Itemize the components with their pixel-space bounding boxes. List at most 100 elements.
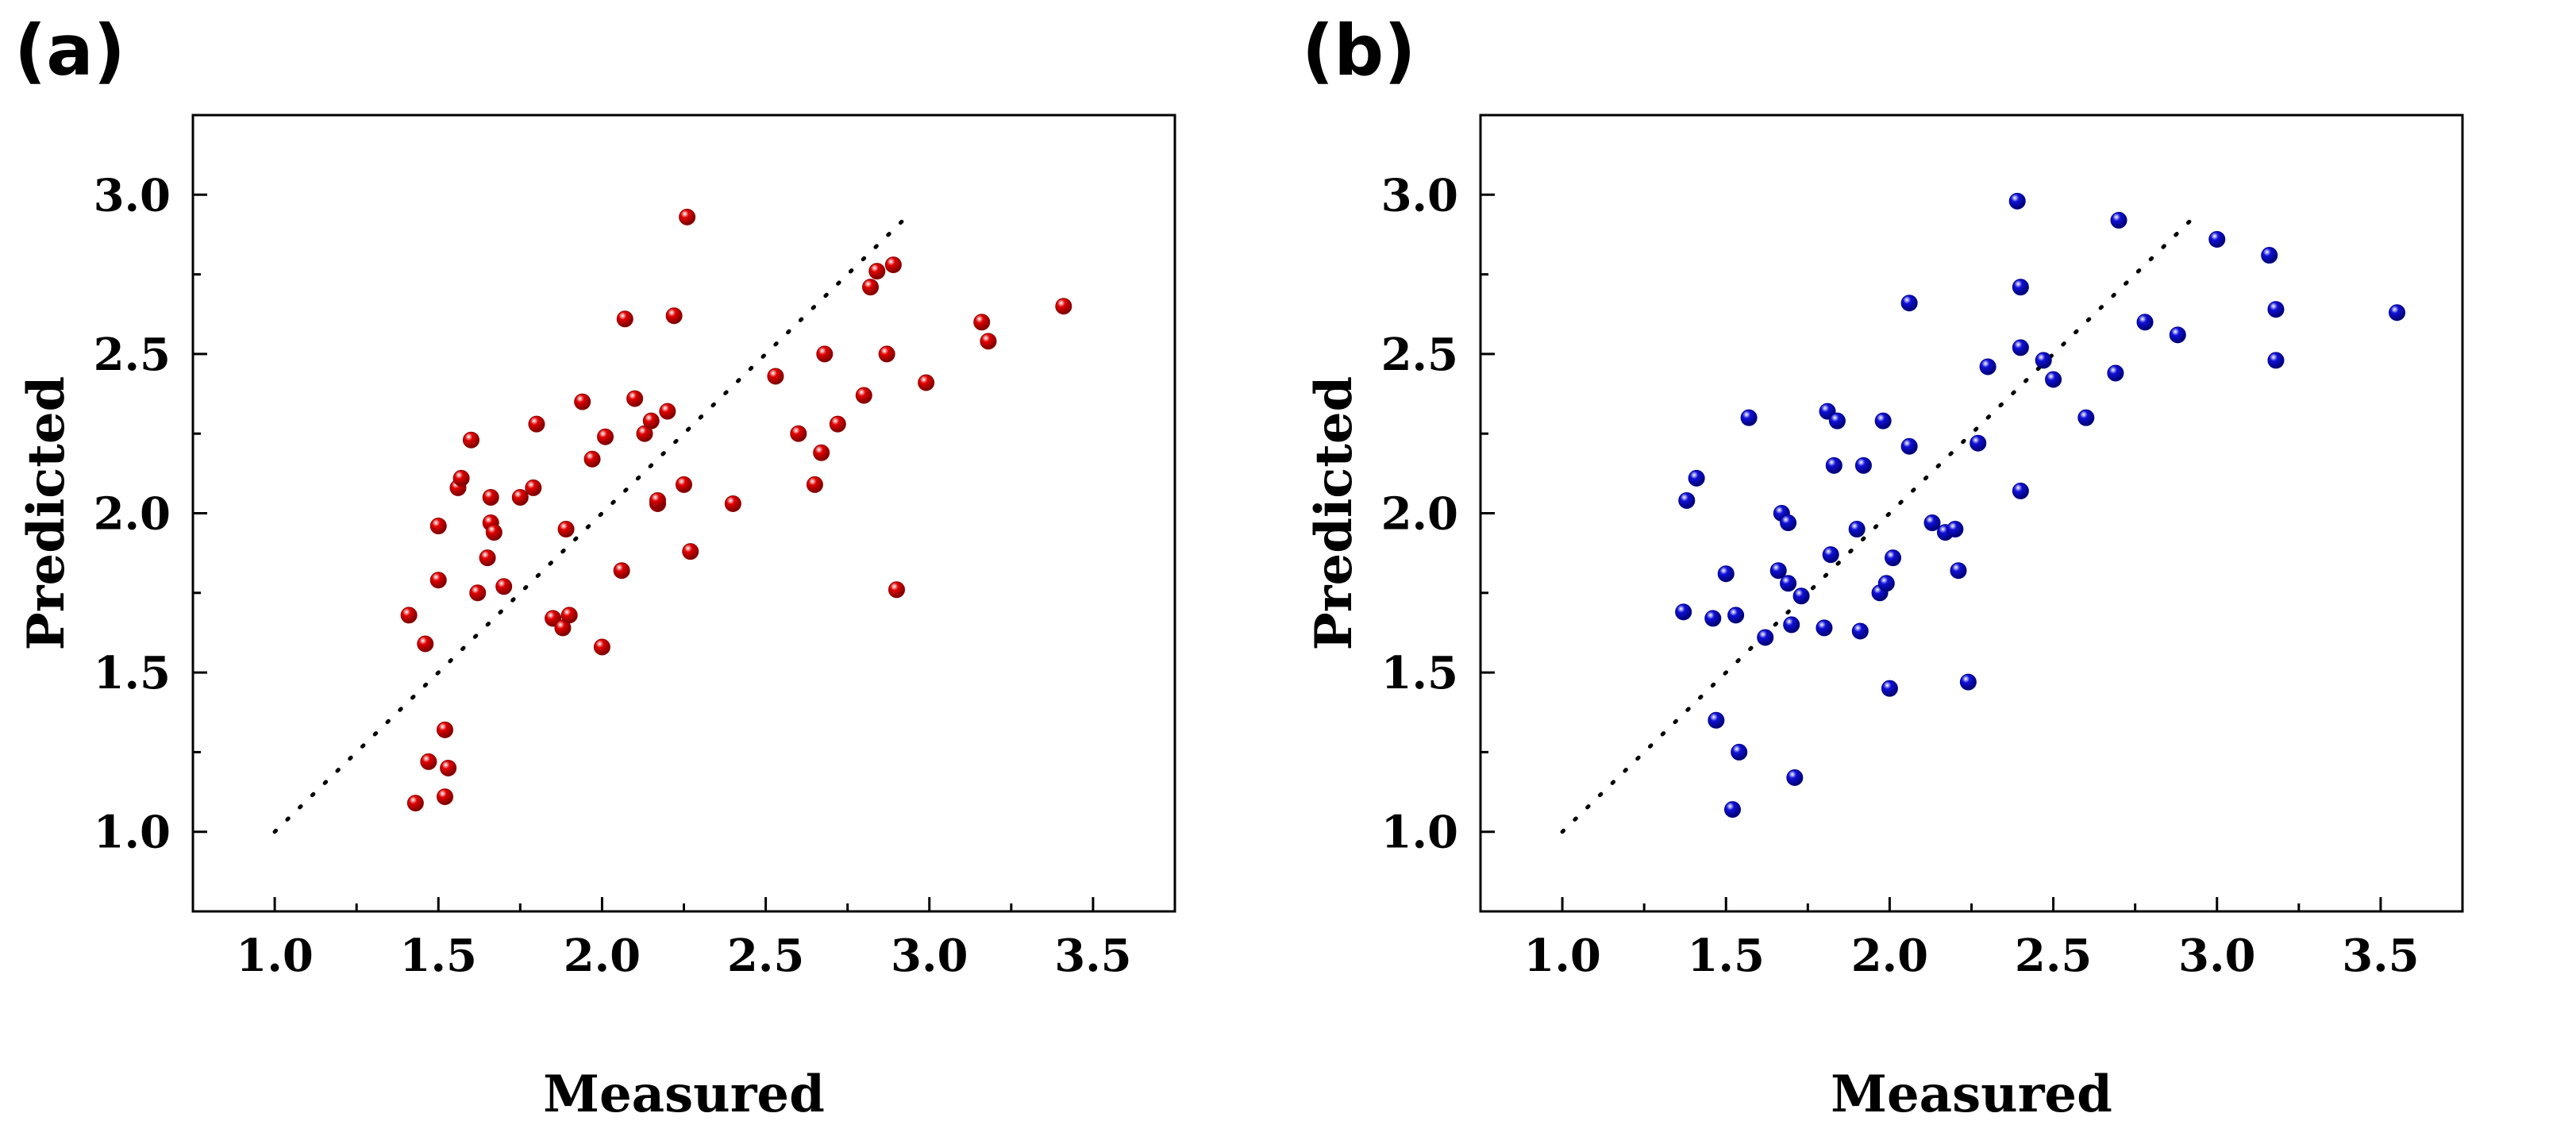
chart-a-data-point (597, 428, 614, 445)
chart-a-y-tick-label: 1.0 (94, 807, 171, 859)
chart-b-data-point (1848, 521, 1866, 538)
chart-a-data-point (452, 469, 470, 487)
chart-a-data-point (679, 208, 696, 225)
chart-a-x-tick-label: 2.5 (727, 930, 804, 982)
chart-a-data-point (429, 572, 447, 589)
panel-label-a: (a) (14, 10, 125, 91)
chart-a-data-point (868, 263, 886, 280)
chart-b-data-point (1727, 607, 1745, 624)
chart-a-data-point (406, 795, 424, 812)
chart-a-data-point (482, 488, 499, 506)
chart-a-data-point (813, 444, 830, 461)
chart-b-data-point (1740, 409, 1758, 426)
chart-a-data-point (665, 307, 683, 325)
chart-b-y-tick-label: 1.0 (1381, 807, 1458, 859)
chart-b-data-point (2008, 192, 2026, 210)
chart-a-data-point (829, 415, 846, 433)
chart-a-data-point (878, 345, 895, 363)
chart-a-data-point (479, 549, 496, 567)
chart-a-data-point (855, 387, 872, 404)
chart-a-plot-frame (191, 114, 1176, 913)
chart-a-data-point (682, 543, 699, 560)
chart-b-data-point (1854, 456, 1872, 474)
chart-a-data-point (616, 310, 633, 328)
chart-a-data-point (918, 374, 935, 391)
chart-b-data-point (1825, 456, 1842, 474)
chart-a-data-point (417, 635, 434, 653)
chart-a-data-point (888, 581, 906, 599)
chart-a-x-tick-label: 2.0 (564, 930, 641, 982)
chart-b-data-point (1816, 619, 1833, 637)
chart-b-x-tick-label: 2.0 (1851, 930, 1928, 982)
chart-b-data-point (2267, 301, 2285, 318)
chart-a-data-point (790, 425, 807, 442)
chart-b-reference-line (1560, 208, 2203, 834)
chart-b-data-point (1704, 610, 1722, 627)
chart-a-data-point (676, 476, 692, 493)
chart-a-data-point (560, 607, 578, 624)
chart-b-x-tick-label: 1.5 (1688, 930, 1765, 982)
scatter-plot-a: 1.0 1.5 2.0 2.5 3.0 3.5 1.0 1.5 2.0 2.5 3.0 Measure… (17, 114, 1176, 1124)
chart-a-data-point (806, 476, 823, 493)
chart-a-data-point (440, 759, 457, 776)
chart-b-data-point (2035, 352, 2052, 369)
chart-a-data-point (724, 495, 741, 512)
chart-a-reference-line (272, 208, 915, 834)
chart-a-y-tick-label: 2.0 (94, 488, 171, 541)
chart-b-data-point (1900, 437, 1918, 455)
chart-a-y-tick-label: 1.5 (94, 647, 171, 699)
chart-a-data-point (583, 450, 601, 468)
chart-b-data-point (1923, 514, 1941, 532)
chart-a-data-point (626, 390, 644, 407)
chart-b-y-tick-label: 2.0 (1381, 488, 1458, 541)
chart-b-data-point (1688, 469, 1705, 487)
chart-a-data-point (980, 333, 997, 350)
chart-b-x-axis-title: Measured (1831, 1065, 2112, 1124)
chart-a-data-point (485, 524, 502, 541)
chart-a-data-point (973, 314, 991, 331)
chart-b-data-point (1723, 801, 1741, 819)
chart-a-data-point (557, 521, 575, 538)
chart-a-data-point (593, 638, 610, 656)
chart-b-data-point (2267, 352, 2285, 369)
chart-a-x-tick-label: 1.5 (400, 930, 477, 982)
chart-b-data-point (2012, 279, 2029, 296)
chart-b-x-tick-label: 2.5 (2015, 930, 2092, 982)
chart-b-data-point (1822, 546, 1839, 564)
chart-b-data-point (1792, 587, 1810, 605)
chart-a-x-tick-label: 3.0 (891, 930, 968, 982)
chart-a-data-point (462, 431, 479, 449)
chart-b-y-tick-label: 3.0 (1381, 169, 1458, 221)
chart-b-x-tick-label: 3.0 (2178, 930, 2255, 982)
chart-a-data-point (862, 279, 880, 296)
chart-b-data-point (2012, 482, 2029, 499)
chart-a-data-point (495, 578, 513, 595)
chart-b-data-point (1783, 616, 1800, 634)
chart-b-data-point (1959, 673, 1977, 691)
chart-a-data-point (436, 788, 453, 806)
chart-a-y-tick-label: 2.5 (94, 329, 171, 381)
chart-b-data-point (2107, 364, 2124, 382)
chart-b-x-tick-label: 1.0 (1523, 930, 1600, 982)
chart-b-data-point (1828, 412, 1846, 429)
panel-label-b: (b) (1302, 10, 1416, 91)
chart-b-data-point (1851, 622, 1869, 640)
chart-b-data-point (1900, 295, 1918, 312)
chart-b-x-tick-label: 3.5 (2342, 930, 2419, 982)
chart-a-data-point (420, 753, 437, 770)
chart-a-data-point (469, 584, 487, 602)
chart-b-data-point (1717, 565, 1735, 583)
chart-a-data-point (659, 403, 676, 420)
chart-a-data-point (574, 393, 591, 410)
chart-b-data-point (1769, 562, 1787, 580)
chart-b-data-point (2110, 211, 2127, 229)
chart-a-data-point (1055, 298, 1072, 315)
chart-b-data-point (1757, 629, 1774, 646)
chart-b-data-point (2261, 247, 2278, 264)
chart-a-data-point (816, 345, 834, 363)
chart-a-x-tick-label: 3.5 (1054, 930, 1131, 982)
chart-b-data-point (2389, 304, 2406, 322)
chart-b-data-point (1881, 680, 1898, 697)
chart-b-y-axis-title: Predicted (1304, 376, 1364, 651)
chart-b-data-point (2208, 230, 2226, 248)
